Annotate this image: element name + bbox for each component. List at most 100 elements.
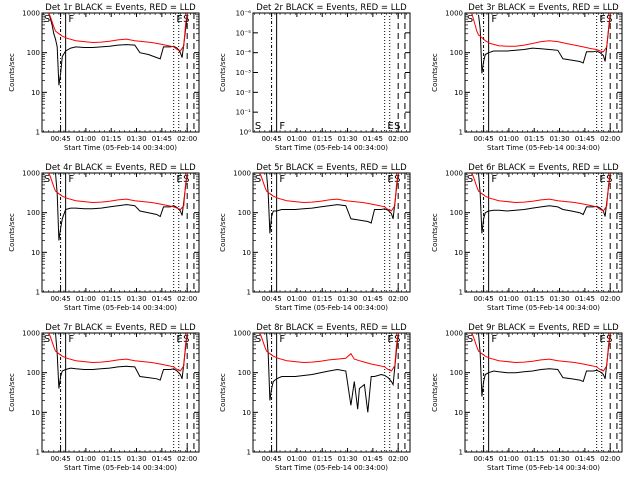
x-tick-label: 01:30: [549, 295, 569, 303]
marker-letter-e: E: [176, 174, 182, 185]
x-tick-label: 00:45: [473, 295, 493, 303]
x-tick-label: 01:30: [549, 455, 569, 463]
x-tick-label: 00:45: [261, 455, 281, 463]
marker-letter-s: S: [255, 121, 261, 132]
marker-letter-e: E: [599, 174, 605, 185]
x-tick-label: 01:15: [524, 455, 544, 463]
x-axis-title: Start Time (05-Feb-14 00:34:00): [64, 144, 177, 152]
x-tick-label: 00:45: [473, 135, 493, 143]
y-tick-label: 1000: [445, 330, 463, 338]
x-tick-label: 01:45: [575, 455, 595, 463]
marker-letter-s: S: [44, 14, 50, 25]
series-line-events: [478, 332, 611, 397]
x-tick-label: 01:00: [76, 135, 96, 143]
panel-title: Det 6r BLACK = Events, RED = LLD: [468, 163, 619, 173]
marker-letter-s: S: [467, 14, 473, 25]
marker-letter-e: E: [387, 121, 393, 132]
marker-letter-f: F: [279, 174, 285, 185]
y-tick-label: 10⁻⁵: [236, 29, 252, 37]
x-tick-label: 01:00: [499, 295, 519, 303]
x-tick-label: 01:30: [126, 455, 146, 463]
x-tick-label: 02:00: [600, 455, 620, 463]
panel-title: Det 3r BLACK = Events, RED = LLD: [468, 3, 619, 13]
y-tick-label: 100: [27, 369, 40, 377]
y-axis-title: Counts/sec: [219, 213, 227, 252]
y-tick-label: 100: [27, 209, 40, 217]
y-tick-label: 100: [238, 369, 251, 377]
y-tick-label: 1000: [22, 10, 40, 18]
x-tick-label: 01:45: [152, 135, 172, 143]
x-axis-title: Start Time (05-Feb-14 00:34:00): [487, 144, 600, 152]
x-tick-label: 01:15: [101, 295, 121, 303]
marker-letter-f: F: [491, 174, 497, 185]
x-tick-label: 01:00: [287, 135, 307, 143]
detector-panel-6: Det 6r BLACK = Events, RED = LLD 1 10 100 10…: [431, 163, 623, 312]
marker-letter-e: E: [599, 334, 605, 345]
y-tick-label: 1000: [22, 170, 40, 178]
marker-letter-e: E: [387, 174, 393, 185]
x-tick-label: 01:30: [337, 455, 357, 463]
detector-panel-1: Det 1r BLACK = Events, RED = LLD 1 10 100 10…: [8, 3, 200, 152]
plot-frame: [41, 12, 200, 133]
x-tick-label: 02:00: [177, 295, 197, 303]
x-tick-label: 01:15: [312, 135, 332, 143]
y-tick-label: 1: [36, 449, 40, 457]
panel-title: Det 8r BLACK = Events, RED = LLD: [256, 323, 407, 333]
series-line-lld: [259, 172, 399, 212]
x-tick-label: 01:30: [337, 135, 357, 143]
x-axis-title: Start Time (05-Feb-14 00:34:00): [275, 304, 388, 312]
x-tick-label: 00:45: [473, 455, 493, 463]
detector-panel-5: Det 5r BLACK = Events, RED = LLD 1 10 100 10…: [219, 163, 411, 312]
y-tick-label: 1: [247, 449, 251, 457]
marker-letter-f: F: [491, 14, 497, 25]
marker-letter-e: E: [176, 334, 182, 345]
marker-letter-f: F: [68, 14, 74, 25]
y-tick-label: 1000: [233, 170, 251, 178]
marker-letter-e: E: [176, 14, 182, 25]
y-tick-label: 100: [238, 209, 251, 217]
series-line-events: [266, 332, 399, 413]
x-tick-label: 01:45: [363, 295, 383, 303]
marker-letter-s: S: [44, 334, 50, 345]
x-tick-label: 01:15: [312, 455, 332, 463]
y-tick-label: 10: [242, 249, 251, 257]
series-line-lld: [48, 12, 188, 52]
marker-letter-s: S: [467, 174, 473, 185]
y-tick-label: 1: [459, 449, 463, 457]
panel-title: Det 9r BLACK = Events, RED = LLD: [468, 323, 619, 333]
series-line-events: [55, 332, 188, 389]
detector-panel-2: Det 2r BLACK = Events, RED = LLD 10⁰ 10⁻¹ 1…: [219, 3, 411, 152]
x-tick-label: 01:30: [337, 295, 357, 303]
x-tick-label: 00:45: [50, 295, 70, 303]
x-axis-title: Start Time (05-Feb-14 00:34:00): [275, 464, 388, 472]
x-tick-label: 01:00: [76, 455, 96, 463]
series-line-events: [478, 172, 611, 234]
x-axis-title: Start Time (05-Feb-14 00:34:00): [64, 464, 177, 472]
y-tick-label: 1: [459, 289, 463, 297]
y-tick-label: 10: [242, 409, 251, 417]
y-tick-label: 1000: [22, 330, 40, 338]
y-tick-label: 10⁻⁶: [236, 10, 252, 18]
y-tick-label: 1000: [233, 330, 251, 338]
marker-letter-s: S: [467, 334, 473, 345]
x-tick-label: 01:00: [76, 295, 96, 303]
x-tick-label: 01:15: [101, 455, 121, 463]
y-tick-label: 10: [31, 409, 40, 417]
x-tick-label: 01:00: [499, 135, 519, 143]
detector-panel-7: Det 7r BLACK = Events, RED = LLD 1 10 100 10…: [8, 323, 200, 472]
y-tick-label: 10: [31, 249, 40, 257]
x-tick-label: 01:45: [575, 295, 595, 303]
x-tick-label: 02:00: [388, 455, 408, 463]
series-line-events: [55, 172, 188, 241]
y-tick-label: 1000: [445, 170, 463, 178]
detector-panel-4: Det 4r BLACK = Events, RED = LLD 1 10 100 10…: [8, 163, 200, 312]
y-tick-label: 100: [450, 369, 463, 377]
plot-frame: [41, 172, 200, 293]
marker-letter-e: E: [387, 334, 393, 345]
y-tick-label: 10: [31, 89, 40, 97]
x-tick-label: 01:30: [126, 135, 146, 143]
x-tick-label: 01:45: [363, 135, 383, 143]
x-tick-label: 01:15: [101, 135, 121, 143]
y-tick-label: 100: [450, 209, 463, 217]
